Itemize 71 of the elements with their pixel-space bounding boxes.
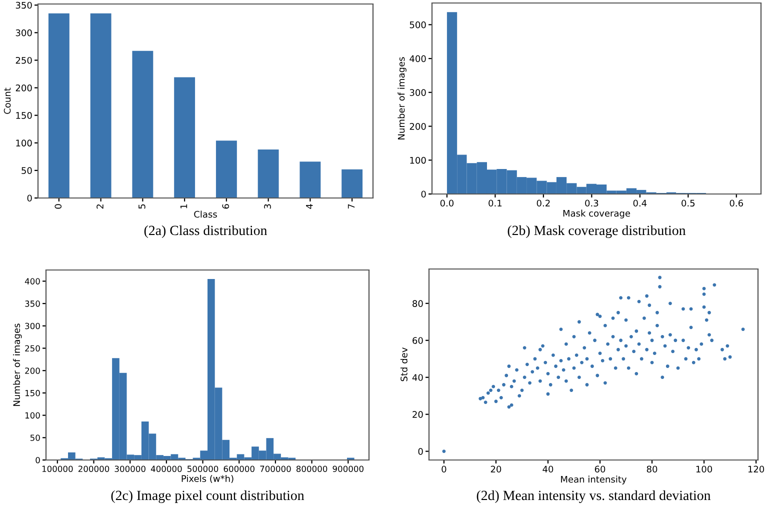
y-tick-label: 350 [16,2,32,9]
y-tick-label: 100 [25,412,40,419]
y-tick-label: 80 [412,300,423,307]
x-tick-label: 900000 [332,466,364,472]
x-tick-label: 400000 [150,466,182,472]
y-tick-label: 300 [25,322,40,330]
text: (2a) Class distribution [144,225,268,238]
x-tick-label: 0.3 [585,200,598,207]
y-tick-label: 0 [27,194,32,202]
text: (2d) Mean intensity vs. standard deviation [476,490,711,503]
x-axis-title: Mean intensity [561,476,627,484]
y-axis-title: Count [4,88,11,114]
x-tick-label: 700000 [260,466,291,472]
x-tick-label: 1 [180,204,188,208]
x-tick-label: 4 [306,204,313,209]
x-tick-label: 100 [696,466,712,473]
x-tick-label: 0 [54,204,62,209]
y-tick-label: 250 [16,56,32,64]
y-tick-label: 20 [412,411,423,418]
x-tick-label: 600000 [224,466,254,472]
y-tick-label: 0 [421,190,426,198]
y-tick-label: 150 [25,390,40,396]
y-tick-label: 300 [410,89,426,96]
y-tick-label: 200 [410,123,426,130]
x-tick-label: 0 [442,466,446,473]
text: (2b) Mask coverage distribution [508,225,686,238]
y-tick-label: 0 [418,448,423,455]
y-tick-label: 50 [30,434,40,441]
y-tick-label: 40 [412,374,423,381]
y-tick-label: 60 [412,337,423,344]
y-tick-label: 0 [36,456,40,464]
y-tick-label: 200 [16,84,32,92]
x-tick-label: 800000 [296,466,328,472]
y-tick-label: 50 [22,167,32,174]
x-tick-label: 200000 [78,466,110,472]
x-tick-label: 0.1 [488,200,502,207]
x-tick-label: 0.5 [682,200,695,207]
x-tick-label: 300000 [114,466,146,472]
y-tick-label: 250 [25,345,40,352]
x-tick-label: 2 [96,204,104,209]
y-tick-label: 400 [24,278,40,284]
y-tick-label: 100 [410,156,426,164]
x-tick-label: 0.0 [440,200,454,207]
x-tick-label: 20 [490,466,502,473]
text: (2c) Image pixel count distribution [111,490,304,503]
x-tick-label: 0.4 [633,200,647,207]
x-tick-label: 500000 [188,466,218,472]
y-tick-label: 300 [16,29,32,36]
x-tick-label: 7 [348,204,355,209]
x-tick-label: 0.2 [536,200,550,207]
y-tick-label: 100 [16,140,32,146]
y-axis-title: Std dev [400,348,408,382]
y-tick-label: 350 [25,300,40,307]
x-tick-label: 3 [264,204,271,209]
x-tick-label: 100000 [42,466,73,472]
y-tick-label: 200 [25,368,40,374]
y-tick-label: 500 [410,21,426,28]
x-tick-label: 5 [138,204,146,209]
y-tick-label: 400 [410,55,426,62]
x-tick-label: 80 [646,466,658,473]
x-axis-title: Class [194,210,217,218]
x-tick-label: 0.6 [730,200,744,207]
x-tick-label: 120 [748,466,764,473]
y-tick-label: 150 [16,112,32,119]
y-axis-title: Number of images [398,57,406,140]
x-tick-label: 60 [594,466,606,473]
x-axis-title: Mask coverage [563,210,630,218]
y-axis-title: Number of images [13,324,22,406]
x-tick-label: 40 [542,466,554,473]
x-axis-title: Pixels (w*h) [182,475,234,484]
x-tick-label: 6 [222,204,230,209]
